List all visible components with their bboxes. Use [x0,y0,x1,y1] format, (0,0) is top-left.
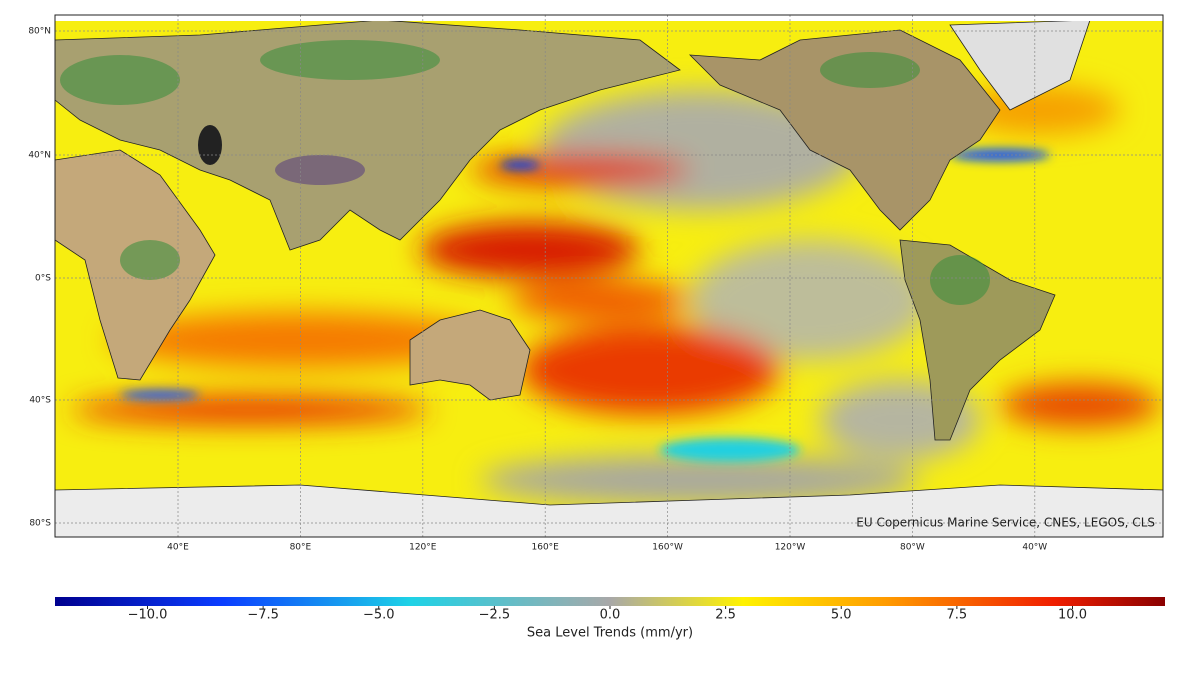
colorbar-tick-label: −2.5 [479,608,511,623]
colorbar-tick-label: 2.5 [715,608,736,623]
lat-label: 80°S [29,519,51,529]
lon-label: 40°W [1022,543,1047,553]
credit: EU Copernicus Marine Service, CNES, LEGO… [856,516,1155,530]
lon-label: 160°E [532,543,560,553]
lat-label: 40°N [28,151,51,161]
land [55,19,1163,537]
colorbar [55,597,1165,606]
lon-label: 80°E [290,543,312,553]
graticule [55,15,1163,537]
colorbar-tick-label: 5.0 [831,608,852,623]
lat-label: 40°S [29,396,51,406]
lon-label: 160°W [652,543,683,553]
map [55,15,1163,537]
caspian [198,125,222,165]
tibet [275,155,365,185]
lon-label: 120°E [409,543,437,553]
lat-label: 80°N [28,27,51,37]
lon-label: 120°W [775,543,806,553]
colorbar-tick-label: −5.0 [363,608,395,623]
colorbar-tick-label: 0.0 [600,608,621,623]
colorbar-tick-label: 10.0 [1058,608,1087,623]
colorbar-label: Sea Level Trends (mm/yr) [527,626,693,641]
colorbar-tick-label: −7.5 [247,608,279,623]
lon-label: 40°E [167,543,189,553]
colorbar-tick-label: −10.0 [128,608,168,623]
map-frame [54,14,1164,538]
colorbar-tick-label: 7.5 [947,608,968,623]
lat-label: 0°S [35,274,51,284]
lon-label: 80°W [900,543,925,553]
